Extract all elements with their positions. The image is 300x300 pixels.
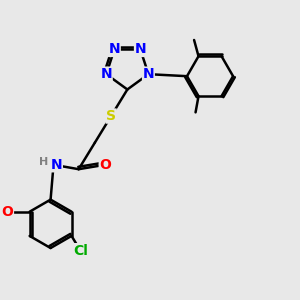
Text: O: O — [99, 158, 111, 172]
Text: N: N — [109, 42, 120, 56]
Text: S: S — [106, 109, 116, 123]
Text: N: N — [51, 158, 62, 172]
Text: Cl: Cl — [73, 244, 88, 258]
Text: O: O — [2, 205, 14, 219]
Text: N: N — [135, 42, 146, 56]
Text: N: N — [142, 67, 154, 81]
Text: H: H — [39, 157, 48, 167]
Text: N: N — [100, 67, 112, 81]
